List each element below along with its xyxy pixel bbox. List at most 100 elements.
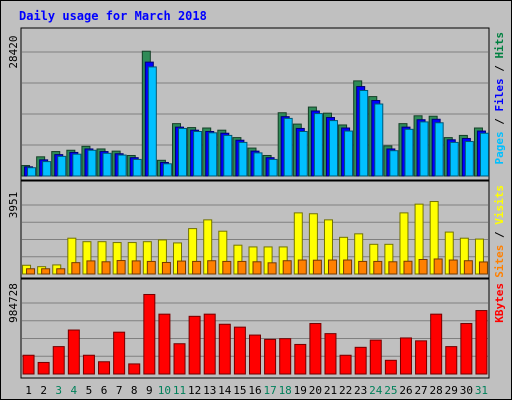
bar-kbytes-day-21 (324, 333, 337, 375)
bar-pages-day-15 (238, 141, 248, 177)
x-tick-label: 23 (354, 384, 367, 397)
bar-kbytes-day-8 (128, 363, 141, 375)
bar-pages-day-24 (374, 103, 384, 177)
legend-item: Files (493, 78, 506, 111)
bar-pages-day-12 (193, 130, 203, 177)
bar-sites-day-25 (388, 261, 398, 275)
x-tick-label: 31 (475, 384, 488, 397)
x-tick-label: 24 (369, 384, 383, 397)
bar-pages-day-16 (253, 152, 263, 177)
x-tick-label: 15 (233, 384, 246, 397)
bar-pages-day-27 (419, 121, 429, 177)
bar-sites-day-1 (26, 268, 36, 275)
bar-sites-day-19 (297, 259, 307, 275)
legend-item: Hits (493, 32, 506, 59)
x-tick-label: 20 (309, 384, 322, 397)
x-tick-label: 18 (279, 384, 292, 397)
bar-kbytes-day-20 (309, 323, 322, 375)
x-axis-labels: 1 2 3 4 5 6 7 8 9 10 11 12 13 14 15 16 17 18 19 20 21 22 23 24 2… (25, 384, 488, 397)
x-tick-label: 8 (131, 384, 138, 397)
x-tick-label: 9 (146, 384, 153, 397)
bar-pages-day-26 (404, 128, 414, 177)
x-tick-label: 11 (173, 384, 186, 397)
bar-pages-day-18 (283, 117, 293, 177)
x-tick-label: 19 (294, 384, 307, 397)
bar-sites-day-18 (282, 260, 292, 275)
legend-kbytes: KBytes (493, 283, 506, 323)
bar-kbytes-day-9 (143, 293, 156, 375)
x-tick-label: 5 (86, 384, 93, 397)
y-max-label: 3951 (7, 192, 20, 219)
bar-pages-day-19 (298, 130, 308, 177)
bar-kbytes-day-27 (415, 340, 428, 375)
bar-pages-day-29 (449, 141, 459, 177)
chart-title: Daily usage for March 2018 (19, 9, 207, 23)
panel-visits-sites: 3951 Sites / Visits (7, 180, 506, 279)
bar-pages-day-2 (42, 161, 52, 177)
bar-kbytes-day-18 (279, 338, 292, 375)
bar-pages-day-25 (389, 150, 399, 177)
bar-kbytes-day-19 (294, 343, 307, 375)
bar-sites-day-20 (312, 259, 322, 275)
bar-pages-day-1 (27, 167, 37, 177)
bar-sites-day-2 (41, 268, 51, 275)
x-tick-label: 4 (71, 384, 78, 397)
bar-pages-day-22 (344, 130, 354, 177)
bar-pages-day-21 (328, 120, 338, 177)
x-tick-label: 28 (430, 384, 443, 397)
bar-pages-day-31 (479, 132, 489, 177)
bar-sites-day-29 (448, 259, 458, 275)
bar-kbytes-day-4 (67, 329, 80, 375)
bar-sites-day-21 (327, 259, 337, 275)
bar-sites-day-5 (86, 260, 96, 275)
bar-sites-day-24 (373, 260, 383, 275)
bar-sites-day-7 (116, 260, 126, 275)
bar-pages-day-17 (268, 158, 278, 177)
bar-pages-day-13 (208, 132, 218, 177)
legend-separator: / (493, 59, 506, 79)
bar-sites-day-22 (343, 259, 353, 275)
x-tick-label: 14 (218, 384, 232, 397)
bar-sites-day-8 (131, 260, 141, 275)
bar-sites-day-11 (177, 260, 187, 275)
bar-sites-day-3 (56, 268, 66, 275)
bar-sites-day-15 (237, 260, 247, 275)
bar-sites-day-26 (403, 260, 413, 275)
x-tick-label: 17 (263, 384, 276, 397)
bar-kbytes-day-31 (475, 310, 488, 375)
x-tick-label: 13 (203, 384, 216, 397)
x-tick-label: 26 (399, 384, 412, 397)
panel-hits-pages-files: 28420 Pages / Files / Hits (7, 27, 506, 181)
x-tick-label: 16 (248, 384, 261, 397)
bar-kbytes-day-10 (158, 313, 171, 375)
bar-kbytes-day-26 (399, 337, 412, 375)
legend-separator: / (493, 225, 506, 245)
bar-kbytes-day-3 (52, 346, 65, 375)
legend-item: Visits (493, 185, 506, 225)
bar-sites-day-30 (463, 260, 473, 275)
bar-kbytes-day-14 (218, 323, 231, 375)
bar-kbytes-day-11 (173, 343, 186, 375)
bar-kbytes-day-24 (369, 339, 382, 375)
bar-pages-day-6 (102, 152, 112, 177)
bar-kbytes-day-28 (430, 313, 443, 375)
bar-sites-day-9 (146, 260, 156, 275)
x-tick-label: 2 (40, 384, 47, 397)
bar-pages-day-11 (178, 127, 188, 177)
bar-pages-day-8 (132, 158, 142, 177)
bar-kbytes-day-29 (445, 346, 458, 375)
bar-kbytes-day-15 (233, 326, 246, 375)
x-tick-label: 7 (116, 384, 123, 397)
bar-kbytes-day-5 (82, 354, 95, 375)
bar-kbytes-day-23 (354, 346, 367, 375)
bar-kbytes-day-22 (339, 354, 352, 375)
bar-kbytes-day-7 (113, 331, 126, 375)
bar-sites-day-27 (418, 259, 428, 275)
bar-pages-day-4 (72, 153, 82, 177)
legend-hits-pages-files: Pages / Files / Hits (493, 32, 506, 165)
bar-pages-day-9 (147, 66, 157, 177)
bar-sites-day-6 (101, 261, 111, 275)
bar-sites-day-12 (192, 260, 202, 275)
bar-kbytes-day-16 (249, 334, 261, 375)
